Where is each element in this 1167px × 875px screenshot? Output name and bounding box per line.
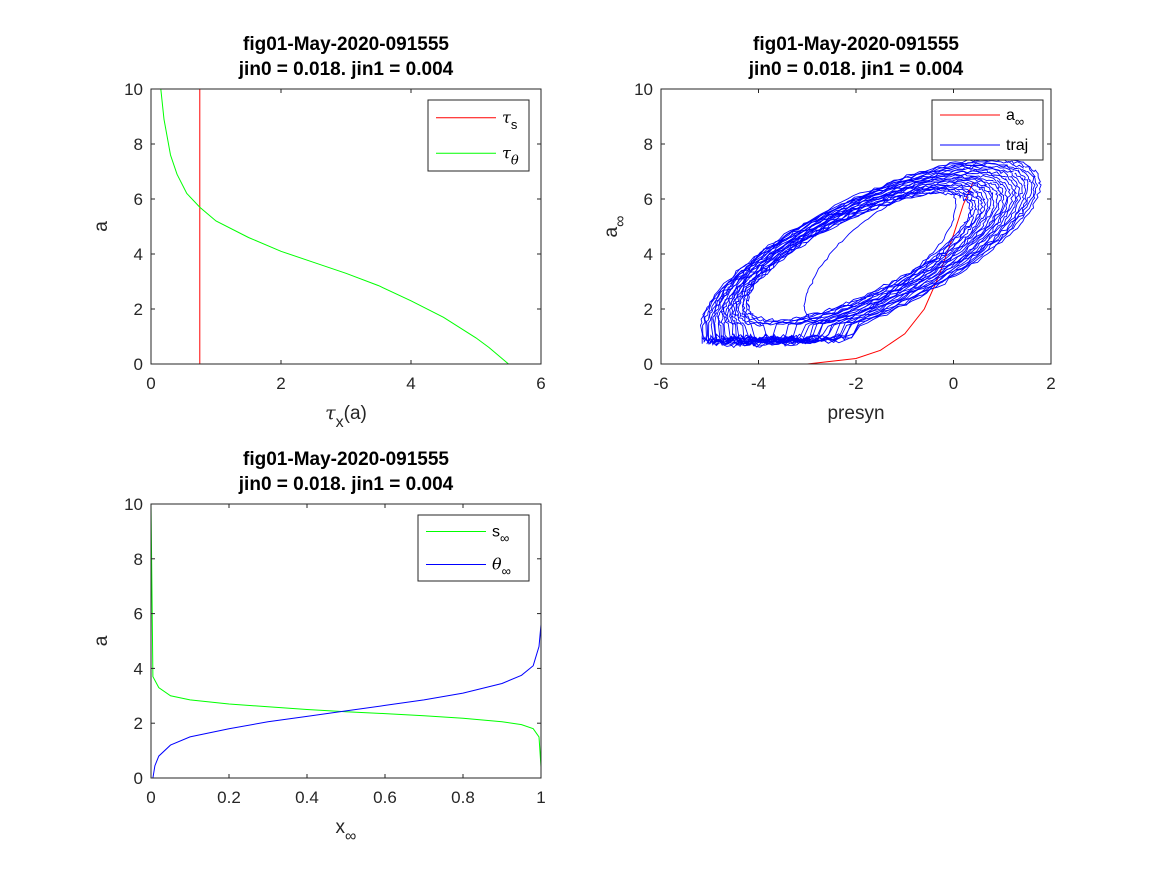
- y-tick-label: 4: [134, 659, 143, 678]
- legend-label-1: a∞: [1006, 107, 1024, 129]
- x-tick-label: 2: [1046, 374, 1055, 393]
- x-axis-label: τx(a): [325, 402, 367, 431]
- chart-panel-3: fig01-May-2020-091555 jin0 = 0.018. jin1 …: [91, 449, 546, 845]
- y-axis-label: a: [91, 221, 112, 232]
- x-axis-label: x∞: [336, 817, 357, 845]
- y-tick-label: 8: [644, 135, 653, 154]
- x-tick-label: 0.2: [217, 788, 241, 807]
- trajectory-loop: [741, 187, 980, 326]
- x-tick-label: 0: [146, 788, 155, 807]
- series-line-2: [160, 89, 509, 364]
- legend-label-1: s∞: [492, 524, 509, 546]
- y-tick-label: 8: [134, 135, 143, 154]
- series-line-2: [152, 624, 541, 778]
- series-group: [700, 156, 1042, 364]
- legend: τs τθ: [427, 99, 530, 172]
- legend-box: [427, 99, 530, 172]
- chart-title: fig01-May-2020-091555: [753, 34, 959, 55]
- y-tick-label: 10: [634, 80, 653, 99]
- x-tick-label: 6: [536, 374, 545, 393]
- series-group: [151, 504, 541, 778]
- legend-label-1: τs: [502, 108, 518, 132]
- chart-panel-1: fig01-May-2020-091555 jin0 = 0.018. jin1 …: [91, 34, 546, 431]
- y-tick-label: 10: [124, 495, 143, 514]
- legend-label-2: θ∞: [492, 555, 511, 579]
- trajectory-loop: [710, 164, 1027, 347]
- y-tick-label: 0: [134, 355, 143, 374]
- x-tick-label: 1: [536, 788, 545, 807]
- y-tick-label: 0: [644, 355, 653, 374]
- chart-title: fig01-May-2020-091555: [243, 34, 449, 55]
- chart-title: fig01-May-2020-091555: [243, 449, 449, 470]
- x-tick-label: 0.4: [295, 788, 319, 807]
- chart-subtitle: jin0 = 0.018. jin1 = 0.004: [748, 59, 964, 80]
- x-tick-label: 0.6: [373, 788, 397, 807]
- y-tick-label: 8: [134, 550, 143, 569]
- legend: s∞ θ∞: [417, 514, 530, 582]
- legend-label-2: traj: [1006, 137, 1028, 154]
- y-tick-label: 6: [134, 190, 143, 209]
- trajectory-loop: [745, 190, 974, 323]
- legend: a∞ traj: [931, 99, 1044, 161]
- trajectory-loop: [702, 158, 1039, 347]
- x-tick-label: 0: [949, 374, 958, 393]
- trajectory-loop: [704, 160, 1036, 348]
- y-tick-label: 6: [644, 190, 653, 209]
- y-tick-label: 4: [134, 245, 143, 264]
- series-line-1: [807, 182, 974, 364]
- x-axis-label: presyn: [827, 403, 884, 424]
- chart-subtitle: jin0 = 0.018. jin1 = 0.004: [238, 474, 454, 495]
- y-tick-label: 6: [134, 605, 143, 624]
- trajectory-loop: [746, 191, 971, 322]
- y-tick-label: 2: [134, 714, 143, 733]
- x-tick-label: -4: [751, 374, 766, 393]
- axes-box: [150, 503, 542, 779]
- y-axis-label: a: [91, 635, 112, 646]
- legend-box: [931, 99, 1044, 161]
- trajectory: [700, 156, 1042, 349]
- legend-box: [417, 514, 530, 582]
- trajectory-loop: [700, 156, 1042, 349]
- y-tick-label: 0: [134, 769, 143, 788]
- y-tick-label: 2: [134, 300, 143, 319]
- chart-panel-2: fig01-May-2020-091555 jin0 = 0.018. jin1 …: [601, 34, 1056, 424]
- legend-label-2: τθ: [502, 143, 519, 168]
- x-tick-label: 0.8: [451, 788, 475, 807]
- axes-box: [150, 88, 542, 365]
- chart-subtitle: jin0 = 0.018. jin1 = 0.004: [238, 59, 454, 80]
- series-line-1: [151, 504, 541, 768]
- x-tick-label: 2: [276, 374, 285, 393]
- y-tick-label: 10: [124, 80, 143, 99]
- series-group: [160, 89, 509, 364]
- x-tick-label: 4: [406, 374, 415, 393]
- x-tick-label: -2: [848, 374, 863, 393]
- trajectory-inner-loop: [803, 186, 957, 325]
- y-axis-label: a∞: [601, 216, 629, 238]
- x-tick-label: -6: [653, 374, 668, 393]
- y-tick-label: 2: [644, 300, 653, 319]
- y-tick-label: 4: [644, 245, 653, 264]
- x-tick-label: 0: [146, 374, 155, 393]
